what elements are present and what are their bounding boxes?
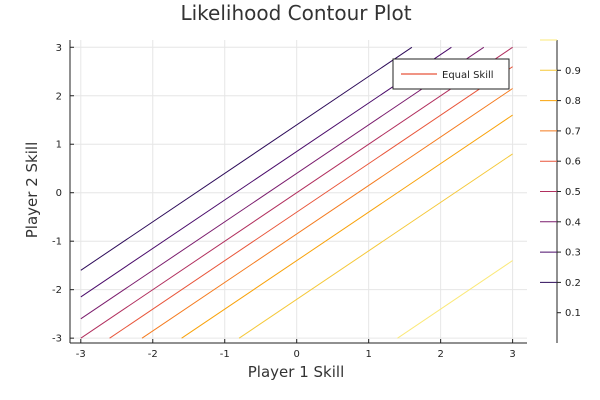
contour-line <box>80 46 413 271</box>
y-tick-label: -2 <box>52 285 62 296</box>
y-tick-label: -1 <box>52 237 62 248</box>
y-axis-ticks: -3 -2 -1 0 1 2 3 <box>52 43 74 345</box>
colorbar: 0.1 0.2 0.3 0.4 0.5 0.6 0.7 0.8 0.9 <box>540 39 581 343</box>
chart-title: Likelihood Contour Plot <box>180 1 411 25</box>
contour-line <box>80 46 452 298</box>
colorbar-tick-label: 0.5 <box>565 187 581 198</box>
x-tick-label: -3 <box>76 349 86 360</box>
axes <box>69 40 527 344</box>
x-tick-label: -1 <box>220 349 230 360</box>
colorbar-tick-label: 0.3 <box>565 248 581 259</box>
x-tick-label: 3 <box>509 349 515 360</box>
y-tick-label: 2 <box>56 91 62 102</box>
contour-line <box>181 114 513 339</box>
contour-line <box>80 46 513 339</box>
colorbar-tick-label: 0.8 <box>565 96 581 107</box>
x-tick-label: -2 <box>148 349 158 360</box>
colorbar-tick-label: 0.6 <box>565 157 581 168</box>
colorbar-tick-label: 0.2 <box>565 278 581 289</box>
contour-lines <box>80 46 513 339</box>
y-axis-title: Player 2 Skill <box>23 142 41 238</box>
legend-label-equal-skill: Equal Skill <box>442 70 494 81</box>
x-tick-label: 2 <box>437 349 443 360</box>
contour-line <box>109 66 513 339</box>
contour-line <box>80 46 485 320</box>
x-axis-title: Player 1 Skill <box>248 363 344 381</box>
colorbar-tick-label: 0.7 <box>565 126 581 137</box>
x-axis-ticks: -3 -2 -1 0 1 2 3 <box>76 339 516 360</box>
x-tick-label: 0 <box>294 349 300 360</box>
y-tick-label: 3 <box>56 43 62 54</box>
colorbar-tick-label: 0.4 <box>565 217 581 228</box>
contour-line <box>397 260 513 339</box>
contour-line <box>238 153 513 339</box>
x-tick-label: 1 <box>365 349 371 360</box>
colorbar-tick-label: 0.9 <box>565 66 581 77</box>
y-tick-label: -3 <box>52 334 62 345</box>
legend: Equal Skill <box>392 58 510 90</box>
y-tick-label: 1 <box>56 140 62 151</box>
y-tick-label: 0 <box>56 188 62 199</box>
colorbar-tick-label: 0.1 <box>565 308 581 319</box>
contour-line <box>141 88 513 339</box>
